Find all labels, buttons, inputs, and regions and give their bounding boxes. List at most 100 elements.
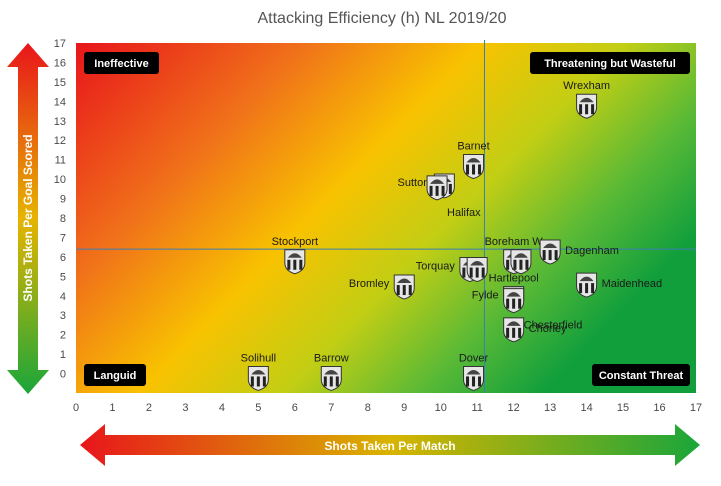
point-label: Hartlepool	[489, 273, 539, 285]
crest-stripe	[554, 250, 558, 261]
crest-magpie	[430, 179, 445, 184]
crest-magpie	[579, 276, 594, 282]
crest-stripe	[323, 376, 327, 387]
x-tick-label: 2	[146, 402, 152, 414]
data-point: Halifax	[426, 175, 481, 219]
y-tick-label: 2	[60, 330, 66, 342]
crest-stripe	[579, 283, 583, 294]
point-label: Solihull	[241, 352, 276, 364]
x-tick-label: 15	[617, 402, 629, 414]
quadrant-label-bottom-left: Languid	[84, 364, 146, 386]
crest-stripe	[591, 104, 595, 115]
crest-stripe	[293, 259, 297, 270]
crest-stripe	[519, 259, 523, 270]
point-label: Halifax	[447, 207, 481, 219]
x-tick-label: 4	[219, 402, 225, 414]
crest-magpie	[324, 369, 339, 375]
y-tick-label: 1	[60, 349, 66, 361]
x-tick-label: 8	[365, 402, 371, 414]
crest-stripe	[506, 298, 510, 309]
point-label: Stockport	[272, 236, 318, 248]
y-tick-label: 11	[55, 155, 66, 167]
crest-magpie	[506, 292, 521, 297]
x-tick-labels: 0 1 2 3 4 5 6 7 8 9 10 11 12 13 14 15 16 17	[73, 402, 702, 414]
y-axis-arrow: Shots Taken Per Goal Scored	[7, 43, 49, 394]
x-tick-label: 9	[401, 402, 407, 414]
data-point: Chesterfield	[503, 288, 583, 332]
y-tick-label: 5	[60, 271, 66, 283]
point-label: Bromley	[349, 278, 390, 290]
crest-stripe	[299, 259, 303, 270]
crest-stripe	[448, 183, 452, 194]
crest-magpie	[513, 253, 528, 258]
y-tick-label: 10	[54, 174, 66, 186]
crest-stripe	[466, 376, 470, 387]
data-point	[466, 257, 488, 283]
crest-stripe	[472, 376, 476, 387]
crest-stripe	[513, 259, 517, 270]
data-point: Dagenham	[539, 239, 619, 265]
x-tick-label: 5	[255, 402, 261, 414]
plot-background	[76, 43, 696, 393]
x-tick-label: 16	[653, 402, 665, 414]
point-label: Chesterfield	[524, 320, 583, 332]
crest-magpie	[287, 253, 302, 258]
point-label: Barnet	[457, 141, 489, 153]
crest-magpie	[506, 321, 521, 326]
x-axis-arrow: Shots Taken Per Match	[80, 424, 700, 466]
data-point: Wrexham	[563, 80, 610, 119]
y-tick-label: 17	[54, 38, 66, 50]
crest-stripe	[518, 327, 522, 338]
crest-stripe	[435, 185, 439, 196]
y-tick-label: 0	[60, 369, 66, 381]
crest-magpie	[543, 243, 558, 249]
y-tick-label: 13	[54, 116, 66, 128]
data-point: Bromley	[349, 274, 415, 300]
crest-magpie	[470, 261, 485, 266]
crest-stripe	[256, 376, 260, 387]
point-label: Dagenham	[565, 245, 619, 257]
x-tick-label: 10	[435, 402, 447, 414]
data-point: Stockport	[272, 236, 318, 275]
y-tick-label: 12	[54, 135, 66, 147]
quadrant-label-bottom-right: Constant Threat	[592, 364, 690, 386]
data-point: Barnet	[457, 141, 490, 180]
crest-magpie	[251, 369, 266, 375]
y-tick-label: 6	[60, 252, 66, 264]
quadrant-text-languid: Languid	[94, 370, 137, 382]
x-tick-label: 12	[508, 402, 520, 414]
crest-stripe	[585, 283, 589, 294]
crest-stripe	[441, 185, 445, 196]
crest-stripe	[585, 104, 589, 115]
y-tick-label: 4	[60, 291, 66, 303]
point-label: Boreham W	[485, 236, 544, 248]
crest-stripe	[472, 164, 476, 175]
x-tick-label: 17	[690, 402, 702, 414]
x-tick-label: 3	[182, 402, 188, 414]
crest-stripe	[262, 376, 266, 387]
crest-stripe	[429, 185, 433, 196]
crest-stripe	[506, 259, 510, 270]
crest-stripe	[548, 250, 552, 261]
crest-stripe	[591, 283, 595, 294]
crest-stripe	[287, 259, 291, 270]
y-tick-label: 15	[54, 77, 66, 89]
data-point: Maidenhead	[576, 272, 663, 298]
chart-title: Attacking Efficiency (h) NL 2019/20	[257, 10, 506, 27]
crest-stripe	[512, 298, 516, 309]
x-axis-label: Shots Taken Per Match	[324, 439, 455, 453]
x-arrow-shape	[80, 424, 700, 466]
crest-stripe	[335, 376, 339, 387]
crest-stripe	[481, 267, 485, 278]
crest-stripe	[506, 327, 510, 338]
x-tick-label: 7	[328, 402, 334, 414]
y-tick-label: 7	[60, 232, 66, 244]
point-label: Maidenhead	[602, 278, 663, 290]
crest-stripe	[478, 164, 482, 175]
point-label: Dover	[459, 352, 489, 364]
crest-stripe	[512, 327, 516, 338]
crest-stripe	[462, 267, 466, 278]
crest-stripe	[475, 267, 479, 278]
crest-stripe	[402, 285, 406, 296]
